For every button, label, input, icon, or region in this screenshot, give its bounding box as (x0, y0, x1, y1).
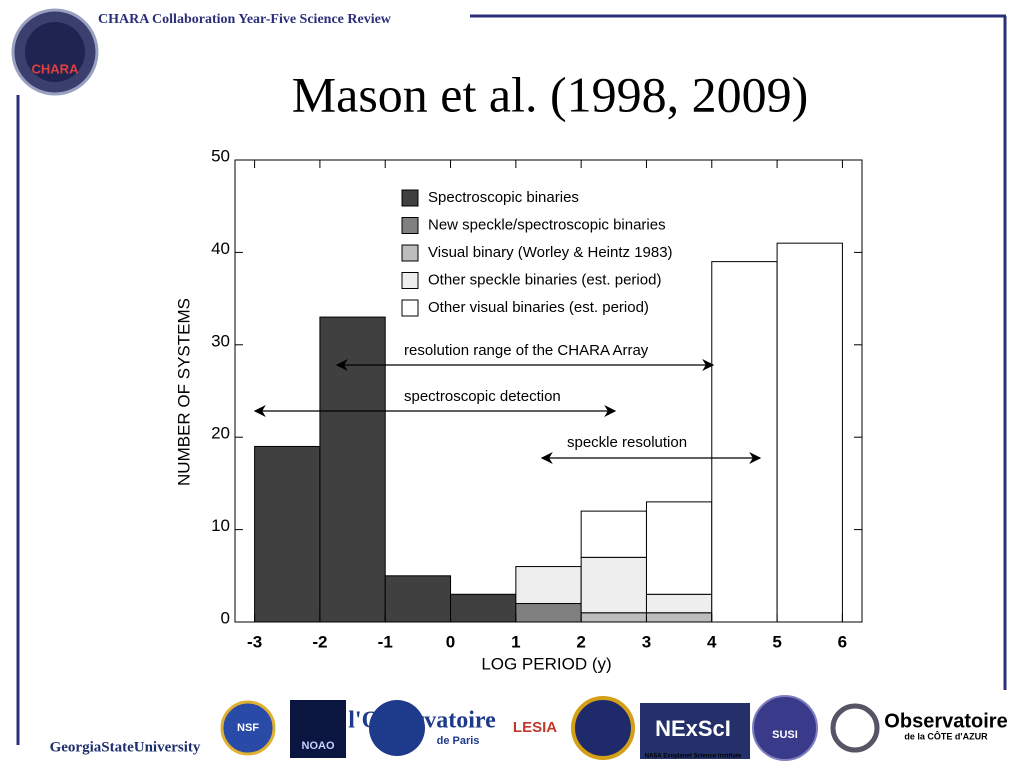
bar (711, 261, 778, 623)
x-tick-label: 3 (642, 632, 651, 651)
x-tick-label: -2 (312, 632, 327, 651)
logo-text: SUSI (772, 729, 798, 741)
logo (290, 700, 346, 758)
logo (830, 703, 880, 753)
legend-label: Other speckle binaries (est. period) (428, 271, 661, 288)
legend-label: New speckle/spectroscopic binaries (428, 216, 666, 233)
legend-label: Visual binary (Worley & Heintz 1983) (428, 244, 673, 261)
y-tick-label: 40 (211, 239, 230, 258)
annotation: speckle resolution (567, 434, 687, 451)
logo-strip: GeorgiaStateUniversity NSF NOAO l'Observato… (50, 695, 1008, 761)
header-text: CHARA Collaboration Year-Five Science Re… (98, 12, 392, 27)
bar (645, 593, 713, 614)
y-tick-label: 10 (211, 516, 230, 535)
bar (645, 501, 713, 595)
logo-text: NSF (237, 722, 259, 734)
y-tick-label: 50 (211, 146, 230, 165)
x-tick-label: 1 (511, 632, 520, 651)
logo (25, 22, 85, 82)
slide-title: Mason et al. (1998, 2009) (292, 66, 809, 122)
logo-text: CHARA (32, 61, 80, 76)
logo-text: NOAO (302, 740, 335, 752)
legend-swatch (401, 244, 419, 262)
plot-frame (234, 159, 863, 623)
annotation: spectroscopic detection (404, 388, 561, 405)
x-tick-label: 0 (446, 632, 455, 651)
bar (450, 593, 517, 623)
logo-text: NASA Exoplanet Science Institute (645, 754, 742, 760)
legend-swatch (401, 217, 419, 234)
x-tick-label: 4 (707, 632, 717, 651)
bar (580, 510, 647, 558)
bar (515, 566, 582, 605)
x-tick-label: 6 (838, 632, 847, 651)
annotation: resolution range of the CHARA Array (404, 342, 649, 359)
logo-text: GeorgiaStateUniversity (50, 739, 201, 755)
logo (640, 703, 750, 759)
bar (580, 612, 647, 623)
x-tick-label: -1 (378, 632, 393, 651)
legend-label: Spectroscopic binaries (428, 189, 579, 206)
bar (645, 612, 713, 623)
logo (369, 700, 425, 756)
bar (384, 575, 452, 623)
y-tick-label: 20 (211, 424, 230, 443)
legend-swatch (401, 189, 419, 207)
logo-text: NExScI (655, 716, 731, 741)
logo (571, 696, 635, 760)
y-tick-label: 0 (221, 608, 230, 627)
legend-swatch (401, 272, 419, 289)
legend-swatch (401, 299, 419, 317)
logo-text: de Paris (437, 735, 480, 747)
x-axis-label: LOG PERIOD (y) (481, 654, 611, 673)
logo-text: de la CÔTE d'AZUR (904, 730, 988, 741)
logo-text: LESIA (513, 719, 557, 736)
legend-label: Other visual binaries (est. period) (428, 299, 649, 316)
logo (752, 695, 818, 761)
bar (580, 556, 647, 614)
y-tick-label: 30 (211, 331, 230, 350)
chart: -3 -2 -1 0 1 2 3 4 5 6 0 10 20 30 40 50 LOG PERIOD (y) NU… (174, 146, 863, 673)
bar (515, 603, 582, 623)
bar (254, 445, 321, 623)
bar (776, 242, 843, 623)
x-tick-label: 5 (772, 632, 781, 651)
y-axis-label: NUMBER OF SYSTEMS (174, 298, 193, 486)
x-tick-label: 2 (576, 632, 585, 651)
logo-text: Observatoire (884, 710, 1007, 732)
bar (319, 316, 386, 623)
x-tick-label: -3 (247, 632, 262, 651)
logo (220, 700, 276, 756)
logo-text: l'Observatoire (348, 708, 496, 734)
